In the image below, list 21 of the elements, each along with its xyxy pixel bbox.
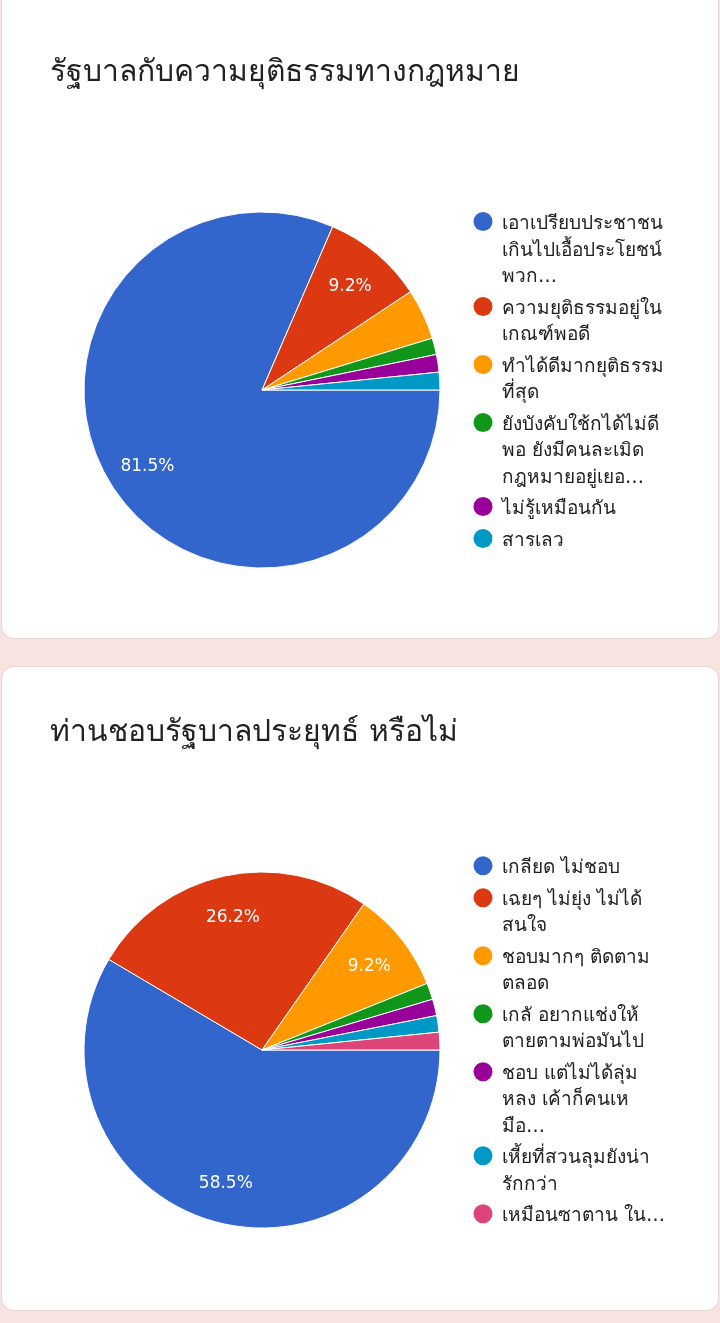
legend-label: ชอบมากๆ ติดตามตลอด bbox=[502, 943, 652, 995]
chart-title: รัฐบาลกับความยุติธรรมทางกฎหมาย bbox=[50, 52, 520, 91]
legend-label: ยังบังคับใช้กได้ไม่ดีพอ ยังมีคนละเมิดกฎหมายอยู่เยอ… bbox=[502, 410, 660, 489]
legend-label: เกลั อยากแช่งให้ตายตามพ่อมันไป bbox=[502, 1001, 645, 1053]
legend-label: เฉยๆ ไม่ยุ่ง ไม่ได้สนใจ bbox=[502, 885, 644, 937]
legend-label: สารเลว bbox=[502, 526, 565, 551]
data-label: 9.2% bbox=[328, 274, 372, 295]
legend-label: ทำได้ดีมากยุติธรรมที่สุด bbox=[502, 352, 665, 404]
data-label: 26.2% bbox=[205, 906, 260, 927]
chart-title: ท่านชอบรัฐบาลประยุทธ์ หรือไม่ bbox=[50, 712, 458, 751]
legend-label: เหี้ยที่สวนลุมยังน่ารักกว่า bbox=[502, 1142, 651, 1196]
legend-label: ชอบ แต่ไม่ได้ลุ่มหลง เค้าก็คนเหมือ… bbox=[502, 1059, 640, 1138]
data-label: 9.2% bbox=[347, 954, 391, 975]
data-label: 58.5% bbox=[198, 1172, 253, 1193]
legend-label: ไม่รู้เหมือนกัน bbox=[502, 494, 617, 520]
legend-label: เอาเปรียบประชาชนเกินไปเอื้อประโยชน์พวก… bbox=[502, 209, 664, 288]
legend-label: เกลียด ไม่ชอบ bbox=[502, 853, 622, 879]
pie-slice bbox=[83, 211, 441, 569]
data-label: 81.5% bbox=[120, 455, 175, 476]
legend-label: ความยุติธรรมอยู่ในเกณฑ์พอดี bbox=[502, 294, 663, 346]
legend-label: เหมือนซาตาน ใน… bbox=[502, 1201, 667, 1227]
